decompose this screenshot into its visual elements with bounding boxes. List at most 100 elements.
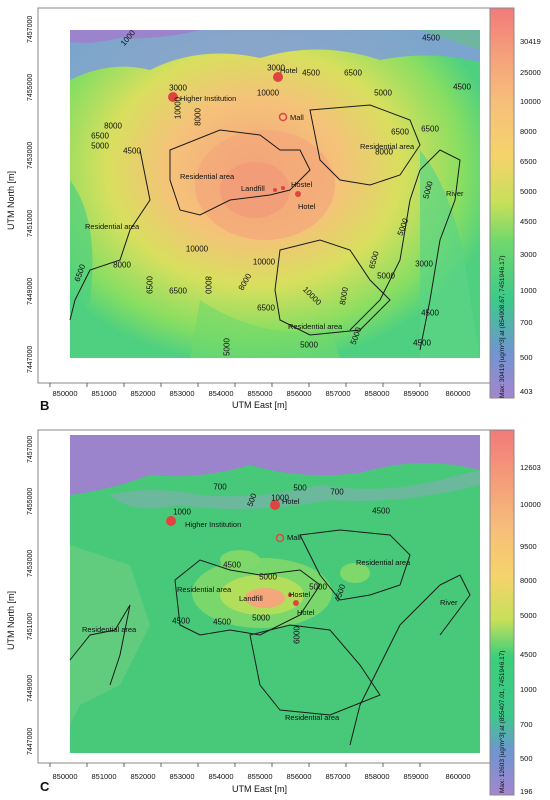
panel-b-landmark-residential: Residential area bbox=[85, 222, 140, 231]
panel-b-x-tick: 859000 bbox=[403, 389, 429, 398]
panel-c-contour-label: 1000 bbox=[173, 507, 191, 517]
hotel-top-marker bbox=[273, 72, 283, 82]
panel-b-landmark-river: River bbox=[446, 189, 464, 198]
panel-b-contour-label: 8000 bbox=[104, 121, 122, 131]
panel-c-letter: C bbox=[40, 779, 50, 794]
panel-c-contour-label: 1000 bbox=[271, 493, 289, 503]
panel-b-concentration-field bbox=[70, 30, 480, 358]
panel-b-x-axis-label: UTM East [m] bbox=[232, 400, 288, 410]
panel-b-contour-label: 8000 bbox=[113, 260, 131, 270]
panel-c-concentration-field bbox=[70, 435, 480, 753]
panel-c-contour-label: 5000 bbox=[309, 582, 327, 592]
panel-b-x-tick: 856000 bbox=[286, 389, 312, 398]
panel-c-landmark-residential: Residential area bbox=[356, 558, 411, 567]
panel-b-contour-label: 4500 bbox=[302, 68, 320, 78]
landfill-marker bbox=[273, 188, 277, 192]
panel-b-colorbar-tick: 3000 bbox=[520, 250, 537, 259]
panel-b-y-tick: 7447000 bbox=[27, 345, 34, 373]
panel-b-landmark-residential: Residential area bbox=[180, 172, 235, 181]
panel-c-colorbar-tick: 5000 bbox=[520, 611, 537, 620]
mall-marker bbox=[278, 112, 288, 122]
panel-c-x-tick: 856000 bbox=[286, 772, 312, 781]
panel-b-landmark-landfill: Landfill bbox=[241, 184, 265, 193]
panel-c-colorbar-tick: 1000 bbox=[520, 685, 537, 694]
panel-c-colorbar-tick: 196 bbox=[520, 787, 533, 796]
panel-b-y-tick: 7455000 bbox=[27, 73, 34, 101]
panel-b-x-tick: 857000 bbox=[325, 389, 351, 398]
panel-b-x-tick: 860000 bbox=[445, 389, 471, 398]
panel-c-landmark-hostel: Hostel bbox=[289, 590, 311, 599]
panel-b-max-label: Max: 30419 [ug/m^3] at (854908.67, 74519… bbox=[499, 255, 506, 398]
panel-c-landmark-hotel: Hotel bbox=[297, 608, 315, 617]
panel-b-colorbar-tick: 1000 bbox=[520, 286, 537, 295]
panel-c-contour-label: 6000 bbox=[292, 626, 302, 644]
panel-b-y-tick: 7453000 bbox=[27, 141, 34, 169]
panel-c-landmark-higher-institution: Higher Institution bbox=[185, 520, 242, 529]
panel-b-colorbar-tick: 4500 bbox=[520, 217, 537, 226]
higher-institution-marker bbox=[166, 516, 176, 526]
hotel-top-marker bbox=[270, 500, 280, 510]
panel-b-x-tick: 850000 bbox=[52, 389, 78, 398]
panel-b-contour-label: 6500 bbox=[145, 276, 155, 294]
panel-c-y-tick: 7453000 bbox=[27, 549, 34, 577]
panel-b-colorbar-tick: 25000 bbox=[520, 68, 541, 77]
panel-c-contour-label: 700 bbox=[213, 482, 227, 492]
panel-b-letter: B bbox=[40, 398, 50, 413]
panel-c-landmark-residential: Residential area bbox=[177, 585, 232, 594]
panel-b-x-tick: 853000 bbox=[169, 389, 195, 398]
panel-b-contour-label: 8000 bbox=[203, 276, 213, 294]
panel-b-contour-label: 4500 bbox=[421, 308, 439, 318]
panel-b-contour-label: 5000 bbox=[374, 88, 392, 98]
panel-b-map bbox=[37, 7, 515, 399]
panel-b-contour-label: 10000 bbox=[256, 88, 280, 98]
panel-c-contour-label: 4500 bbox=[223, 560, 241, 570]
panel-b-contour-label: 4500 bbox=[453, 82, 471, 92]
panel-b-contour-label: 3000 bbox=[415, 259, 433, 269]
panel-b-landmark-hostel: Hostel bbox=[291, 180, 313, 189]
panel-c-landmark-residential: Residential area bbox=[285, 713, 340, 722]
panel-c-y-tick: 7451000 bbox=[27, 612, 34, 640]
panel-b-colorbar bbox=[489, 7, 515, 399]
panel-c-y-tick: 7455000 bbox=[27, 487, 34, 515]
panel-b-colorbar-tick: 403 bbox=[520, 387, 533, 396]
panel-b-x-tick: 852000 bbox=[130, 389, 156, 398]
panel-b-landmark-hotel-top: Hotel bbox=[280, 66, 298, 75]
panel-b-x-tick: 854000 bbox=[208, 389, 234, 398]
panel-b-contour-label: 8000 bbox=[375, 147, 393, 157]
mall-marker bbox=[275, 533, 285, 543]
panel-c-x-tick: 853000 bbox=[169, 772, 195, 781]
panel-c-x-axis-label: UTM East [m] bbox=[232, 784, 288, 794]
panel-b-contour-label: 10000 bbox=[252, 257, 276, 267]
panel-b-colorbar-tick: 700 bbox=[520, 318, 533, 327]
panel-c-contour-label: 4500 bbox=[213, 617, 231, 627]
panel-b-y-tick: 7457000 bbox=[27, 15, 34, 43]
panel-c-colorbar-tick: 9500 bbox=[520, 542, 537, 551]
panel-b-contour-label: 5000 bbox=[91, 141, 109, 151]
panel-c-colorbar-tick: 700 bbox=[520, 720, 533, 729]
panel-c-x-tick: 860000 bbox=[445, 772, 471, 781]
panel-c-x-tick: 858000 bbox=[364, 772, 390, 781]
panel-b-region-outlines bbox=[69, 104, 461, 351]
panel-c-landmark-hotel-top: Hotel bbox=[282, 497, 300, 506]
panel-b-colorbar-tick: 10000 bbox=[520, 97, 541, 106]
panel-b-x-tick: 855000 bbox=[247, 389, 273, 398]
panel-b-colorbar-tick: 30419 bbox=[520, 37, 541, 46]
panel-b-colorbar-tick: 6500 bbox=[520, 157, 537, 166]
panel-b-contour-label: 6500 bbox=[91, 131, 109, 141]
panel-b-x-tick: 851000 bbox=[91, 389, 117, 398]
panel-c-landmark-river: River bbox=[440, 598, 458, 607]
panel-c-x-tick: 854000 bbox=[208, 772, 234, 781]
panel-b-contour-label: 6500 bbox=[391, 127, 409, 137]
panel-c-colorbar-tick: 10000 bbox=[520, 500, 541, 509]
panel-c-axis-ticks bbox=[49, 763, 421, 767]
panel-b-colorbar-tick: 5000 bbox=[520, 187, 537, 196]
hostel-marker bbox=[281, 186, 285, 190]
panel-b-contour-label: 8000 bbox=[193, 108, 203, 126]
panel-c-x-tick: 851000 bbox=[91, 772, 117, 781]
hostel-marker bbox=[288, 593, 292, 597]
panel-b-y-tick: 7451000 bbox=[27, 209, 34, 237]
panel-b-contour-label: 3000 bbox=[267, 63, 285, 73]
panel-c: UTM North [m] 7447000 7449000 7451000 74… bbox=[0, 425, 550, 800]
panel-b-contour-label: 6500 bbox=[421, 124, 439, 134]
panel-c-x-tick: 857000 bbox=[325, 772, 351, 781]
